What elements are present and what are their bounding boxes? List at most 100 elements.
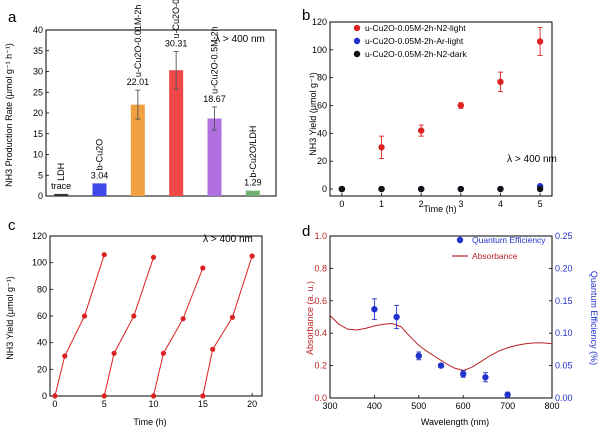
- panel-b-annotation: λ > 400 nm: [507, 154, 557, 165]
- panel-c-xtick-label: 0: [52, 399, 57, 409]
- panel-b-xtick-label: 2: [419, 199, 424, 209]
- panel-label-d: d: [302, 223, 310, 240]
- bar-0: [54, 193, 69, 196]
- legend-label-d-0: Quantum Efficiency: [472, 235, 546, 245]
- cycle-3-point-1: [210, 346, 216, 352]
- bar-category-label-2: u-Cu2O-0.01M-2h: [133, 5, 143, 78]
- bar-category-label-4: u-Cu2O-0.5M-2h: [210, 26, 220, 94]
- panel-c-xlabel: Time (h): [133, 417, 166, 427]
- panel-d-legend: Quantum Efficiency Absorbance: [452, 235, 546, 261]
- panel-d-xlabel: Wavelength (nm): [421, 417, 489, 427]
- series-0-point-2: [417, 127, 425, 134]
- panel-d-ytick-label: 0.8: [314, 263, 327, 273]
- cycle-1-point-1: [111, 350, 117, 356]
- panel-c-ytick-label: 60: [37, 311, 47, 321]
- cycle-1-point-3: [150, 254, 157, 260]
- series-0-point-5: [536, 38, 544, 45]
- panel-c-ytick-label: 40: [37, 338, 47, 348]
- cycle-3-point-3: [249, 253, 255, 259]
- cycle-3-point-0: [200, 393, 206, 399]
- panel-b-xtick-label: 1: [379, 199, 384, 209]
- cycle-0-point-1: [62, 353, 68, 359]
- bar-value-label-3: 30.31: [165, 39, 188, 49]
- panel-d-ytick-label-right: 0.00: [555, 393, 573, 403]
- bar-value-label-0: trace: [51, 181, 71, 191]
- cycle-2-point-0: [150, 393, 157, 399]
- qe-point-2: [415, 352, 422, 360]
- panel-b-frame: [329, 21, 553, 197]
- panel-label-b: b: [302, 7, 310, 24]
- legend-marker-b-0: [353, 24, 361, 32]
- panel-d-frame: [329, 235, 553, 399]
- cycle-line-0: [54, 254, 105, 397]
- panel-b-ytick-label: 40: [317, 128, 327, 138]
- panel-c-ytick-label: 120: [32, 231, 47, 241]
- panel-a-annotation: λ > 400 nm: [215, 34, 265, 45]
- panel-b-ytick-label: 120: [312, 17, 327, 27]
- panel-d-ytick-label: 0.2: [314, 361, 327, 371]
- cycle-2-point-1: [160, 350, 166, 356]
- cycle-2-point-3: [200, 265, 206, 271]
- panel-b-ytick-label: 60: [317, 101, 327, 111]
- panel-b-ytick-label: 80: [317, 73, 327, 83]
- legend-marker-b-2: [353, 50, 361, 58]
- bar-3: [169, 70, 184, 196]
- panel-d-ytick-label-right: 0.25: [555, 231, 573, 241]
- series-2-point-2: [417, 185, 425, 193]
- panel-c-ytick-label: 80: [37, 284, 47, 294]
- panel-b-xlabel: Time (h): [423, 204, 456, 214]
- panel-a-ytick-label: 10: [33, 150, 43, 160]
- cycle-0-point-2: [81, 313, 88, 319]
- panel-a-frame: [45, 29, 277, 197]
- legend-label-b-1: u-Cu2O-0.05M-2h-Ar-light: [365, 36, 464, 46]
- cycle-3-point-2: [229, 314, 236, 320]
- cycle-line-1: [103, 257, 155, 397]
- cycle-2-point-2: [180, 316, 186, 322]
- panel-d-ytick-label-right: 0.20: [555, 263, 573, 273]
- legend-label-b-2: u-Cu2O-0.05M-2h-N2-dark: [365, 49, 467, 59]
- panel-d-xtick-label: 300: [322, 401, 337, 411]
- panel-c-ytick-label: 100: [32, 258, 47, 268]
- series-2-point-5: [536, 185, 544, 193]
- panel-c-annotation: λ > 400 nm: [203, 234, 253, 245]
- qe-point-3: [437, 362, 445, 369]
- legend-marker-d-0: [456, 236, 464, 244]
- panel-d-ytick-label: 0.6: [314, 296, 327, 306]
- panel-c-xtick-label: 10: [149, 399, 159, 409]
- legend-marker-b-1: [353, 37, 361, 45]
- series-2-point-3: [457, 185, 465, 193]
- panel-a-ytick-label: 40: [33, 25, 43, 35]
- series-0-point-4: [497, 78, 504, 86]
- series-2-point-4: [497, 185, 504, 193]
- series-0-point-3: [457, 102, 465, 109]
- bar-category-label-5: b-Cu2O/LDH: [248, 126, 258, 178]
- panel-b-ylabel: NH3 Yield (μmol g⁻¹): [308, 72, 318, 155]
- panel-b-legend: u-Cu2O-0.05M-2h-N2-light u-Cu2O-0.05M-2h…: [353, 23, 467, 59]
- panel-d-ytick-label-right: 0.10: [555, 328, 573, 338]
- panel-a-ytick-label: 15: [33, 129, 43, 139]
- bar-value-label-2: 22.01: [127, 77, 150, 87]
- panel-b-xtick-label: 4: [498, 199, 503, 209]
- panel-d-xtick-label: 600: [456, 401, 471, 411]
- panel-a-ytick-label: 20: [33, 108, 43, 118]
- panel-d-ytick-label-right: 0.15: [555, 296, 573, 306]
- bar-2: [130, 104, 145, 196]
- panel-d-ytick-label: 0.0: [314, 393, 327, 403]
- bar-value-label-1: 3.04: [91, 170, 109, 180]
- panel-c-ylabel: NH3 Yield (μmol g⁻¹): [5, 276, 15, 359]
- cycle-0-point-0: [52, 393, 58, 399]
- series-2-point-1: [378, 185, 385, 193]
- cycle-line-2: [153, 267, 204, 397]
- bar-value-label-4: 18.67: [203, 94, 226, 104]
- panel-a-ytick-label: 30: [33, 67, 43, 77]
- panel-c-xtick-label: 5: [102, 399, 107, 409]
- bar-category-label-1: b-Cu2O: [95, 139, 105, 171]
- bar-1: [92, 183, 107, 196]
- panel-d-xtick-label: 800: [544, 401, 559, 411]
- panel-d-ytick-label: 0.4: [314, 328, 327, 338]
- panel-d-xtick-label: 500: [411, 401, 426, 411]
- panel-b-ytick-label: 100: [312, 45, 327, 55]
- panel-a-ytick-label: 25: [33, 87, 43, 97]
- panel-b-xtick-label: 5: [538, 199, 543, 209]
